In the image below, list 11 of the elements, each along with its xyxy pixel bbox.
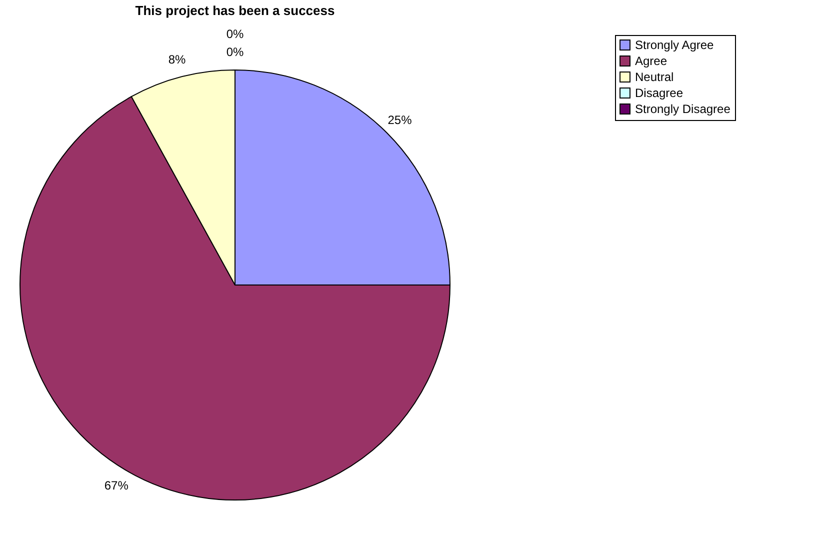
legend-label: Strongly Agree [635,38,714,52]
chart-title: This project has been a success [135,3,335,18]
data-label: 8% [168,52,186,66]
text: 0% [226,27,244,41]
legend-label: Strongly Disagree [635,102,731,116]
data-label: 25% [388,113,412,128]
legend-label: Neutral [635,70,674,84]
legend-label: Disagree [635,86,684,100]
legend-label: Agree [635,54,668,68]
text: 0% [226,45,244,59]
data-label: 67% [104,478,129,493]
